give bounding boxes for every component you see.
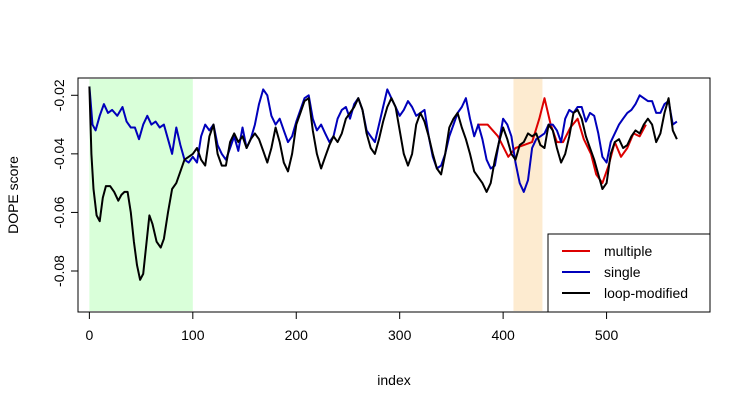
region-orange	[513, 79, 543, 311]
legend-label-multiple: multiple	[604, 243, 652, 259]
legend: multiple single loop-modified	[547, 233, 711, 313]
x-tick-label: 200	[285, 327, 309, 343]
series-line-loop-modified	[88, 86, 678, 281]
region-green	[89, 79, 193, 311]
y-tick-label: -0.04	[51, 138, 67, 170]
x-tick-label: 100	[181, 327, 205, 343]
y-tick-label: -0.02	[51, 79, 67, 111]
x-axis: 0 100 200 300 400 500	[85, 311, 619, 343]
x-tick-label: 400	[491, 327, 515, 343]
x-tick-label: 0	[85, 327, 93, 343]
series-line-single	[88, 86, 678, 193]
x-axis-label: index	[377, 372, 410, 388]
y-axis-label: DOPE score	[5, 156, 21, 234]
y-tick-label: -0.08	[51, 255, 67, 287]
x-tick-label: 300	[388, 327, 412, 343]
legend-label-single: single	[604, 264, 641, 280]
y-axis: -0.08 -0.06 -0.04 -0.02	[51, 79, 79, 287]
y-tick-label: -0.06	[51, 196, 67, 228]
series-lines	[88, 86, 678, 281]
highlight-regions	[89, 79, 543, 311]
legend-label-loop-modified: loop-modified	[604, 285, 688, 301]
x-tick-label: 500	[595, 327, 619, 343]
